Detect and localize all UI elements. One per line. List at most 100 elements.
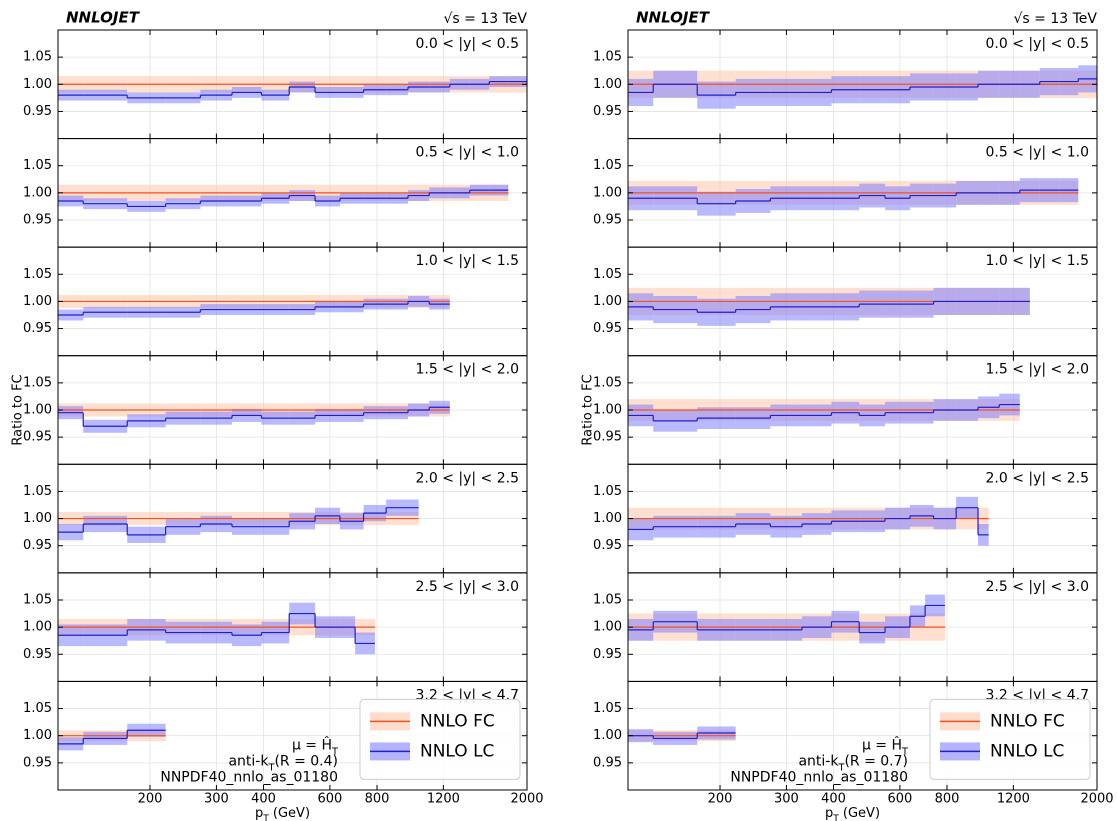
y-tick-label: 0.95 [23, 538, 52, 553]
y-tick-label: 1.00 [23, 402, 52, 417]
y-tick-label: 0.95 [593, 538, 622, 553]
y-tick-label: 0.95 [593, 104, 622, 119]
y-tick-label: 1.00 [593, 77, 622, 92]
y-tick-label: 1.00 [23, 728, 52, 743]
y-tick-label: 1.05 [23, 375, 52, 390]
annotation-main: NNPDF40_nnlo_as_01180 [730, 769, 908, 785]
annotation-rest: (R = 0.4) [274, 753, 338, 769]
panel-label: 1.5 < |y| < 2.0 [415, 362, 519, 378]
chart-title: NNLOJET [66, 9, 141, 27]
y-tick-label: 1.00 [23, 620, 52, 635]
y-tick-label: 0.95 [593, 430, 622, 445]
y-tick-label: 1.05 [23, 267, 52, 282]
annotation-main: μ = Ĥ [292, 735, 332, 753]
legend-label: NNLO LC [990, 741, 1064, 761]
panel-label: 0.0 < |y| < 0.5 [415, 36, 519, 52]
x-tick-label: 200 [138, 791, 163, 806]
y-tick-label: 1.00 [593, 402, 622, 417]
annotation: μ = ĤT [292, 735, 339, 757]
panel-label: 0.0 < |y| < 0.5 [985, 36, 1089, 52]
annotation-main: NNPDF40_nnlo_as_01180 [160, 769, 338, 785]
annotation-sub: T [267, 762, 275, 773]
y-tick-label: 0.95 [593, 212, 622, 227]
y-axis-label: Ratio to FC [11, 374, 26, 445]
panel-label: 2.5 < |y| < 3.0 [985, 579, 1089, 595]
y-tick-label: 1.00 [23, 511, 52, 526]
annotation: NNPDF40_nnlo_as_01180 [160, 769, 338, 785]
y-axis-label: Ratio to FC [581, 374, 596, 445]
y-tick-label: 1.00 [23, 77, 52, 92]
annotation-sub: T [901, 746, 909, 757]
y-tick-label: 1.05 [593, 50, 622, 65]
y-tick-label: 0.95 [23, 104, 52, 119]
y-tick-label: 0.95 [23, 755, 52, 770]
panel-label: 2.0 < |y| < 2.5 [985, 470, 1089, 486]
y-tick-label: 1.00 [593, 728, 622, 743]
x-axis-label-rest: (GeV) [269, 805, 310, 820]
x-axis-label-sub: T [832, 813, 839, 821]
annotation-rest: (R = 0.7) [844, 753, 908, 769]
x-tick-label: 800 [365, 791, 390, 806]
y-tick-label: 1.05 [593, 375, 622, 390]
panel-label: 2.5 < |y| < 3.0 [415, 579, 519, 595]
y-tick-label: 1.00 [593, 294, 622, 309]
x-tick-label: 2000 [510, 791, 543, 806]
y-tick-label: 0.95 [23, 212, 52, 227]
y-tick-label: 1.00 [593, 511, 622, 526]
y-tick-label: 0.95 [593, 647, 622, 662]
x-tick-label: 200 [708, 791, 733, 806]
energy-label: √s = 13 TeV [1014, 11, 1098, 27]
x-tick-label: 400 [251, 791, 276, 806]
y-tick-label: 1.00 [593, 185, 622, 200]
panel-label: 2.0 < |y| < 2.5 [415, 470, 519, 486]
energy-label: √s = 13 TeV [444, 11, 528, 27]
annotation-main: anti-k [798, 753, 839, 769]
y-tick-label: 1.05 [23, 50, 52, 65]
y-tick-label: 0.95 [593, 755, 622, 770]
y-tick-label: 1.05 [23, 158, 52, 173]
annotation-sub: T [837, 762, 845, 773]
annotation: anti-kT(R = 0.7) [798, 753, 908, 773]
x-tick-label: 300 [204, 791, 229, 806]
x-axis-label-main: p [255, 805, 263, 820]
y-tick-label: 1.05 [593, 158, 622, 173]
annotation-main: anti-k [228, 753, 269, 769]
panel-label: 1.0 < |y| < 1.5 [985, 253, 1089, 269]
chart-title: NNLOJET [636, 9, 711, 27]
annotation: anti-kT(R = 0.4) [228, 753, 338, 773]
y-tick-label: 1.05 [593, 592, 622, 607]
y-tick-label: 1.05 [593, 484, 622, 499]
x-tick-label: 800 [935, 791, 960, 806]
panel-label: 0.5 < |y| < 1.0 [985, 145, 1089, 161]
y-tick-label: 1.00 [23, 185, 52, 200]
y-tick-label: 1.00 [593, 620, 622, 635]
panel-label: 1.5 < |y| < 2.0 [985, 362, 1089, 378]
y-tick-label: 1.05 [593, 701, 622, 716]
x-tick-label: 600 [317, 791, 342, 806]
x-axis-label-rest: (GeV) [839, 805, 880, 820]
y-tick-label: 1.05 [23, 592, 52, 607]
y-tick-label: 0.95 [23, 321, 52, 336]
y-tick-label: 1.05 [23, 701, 52, 716]
x-tick-label: 1200 [427, 791, 460, 806]
x-tick-label: 1200 [997, 791, 1030, 806]
x-axis-label: pT (GeV) [255, 805, 310, 821]
legend-label: NNLO LC [420, 741, 494, 761]
x-axis-label-sub: T [262, 813, 269, 821]
annotation-main: μ = Ĥ [862, 735, 902, 753]
x-tick-label: 300 [774, 791, 799, 806]
annotation: NNPDF40_nnlo_as_01180 [730, 769, 908, 785]
annotation-sub: T [331, 746, 339, 757]
annotation: μ = ĤT [862, 735, 909, 757]
panel-label: 0.5 < |y| < 1.0 [415, 145, 519, 161]
x-tick-label: 600 [887, 791, 912, 806]
y-tick-label: 1.00 [23, 294, 52, 309]
x-tick-label: 400 [821, 791, 846, 806]
y-tick-label: 0.95 [23, 647, 52, 662]
panel-label: 1.0 < |y| < 1.5 [415, 253, 519, 269]
x-tick-label: 2000 [1080, 791, 1113, 806]
x-axis-label: pT (GeV) [825, 805, 880, 821]
y-tick-label: 1.05 [23, 484, 52, 499]
legend-label: NNLO FC [420, 711, 495, 731]
